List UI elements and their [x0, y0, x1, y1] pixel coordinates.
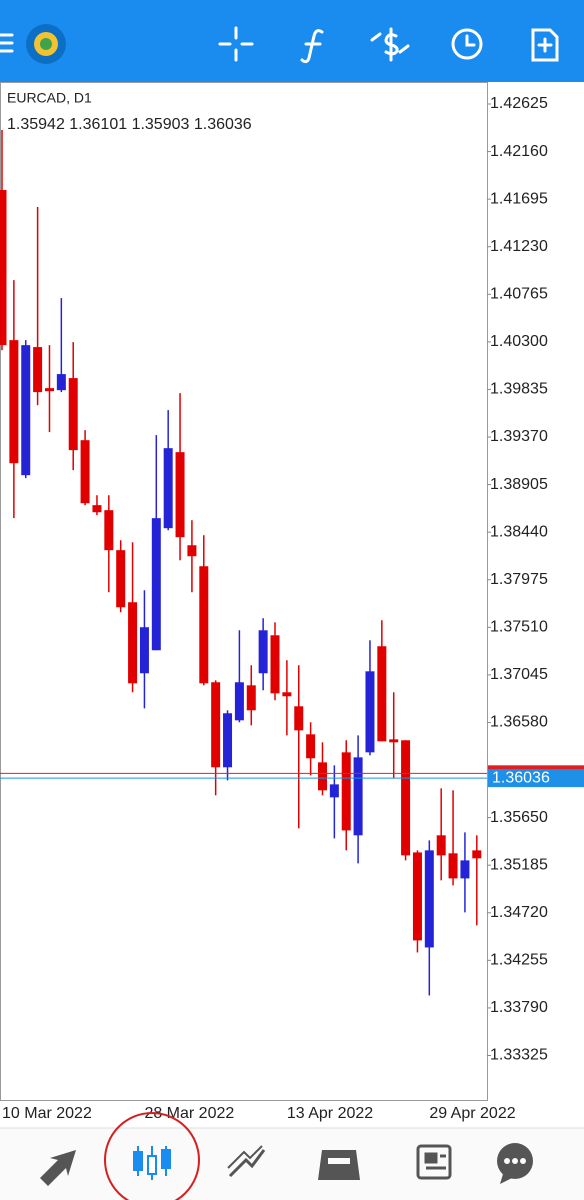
app-logo[interactable] [26, 24, 66, 64]
chat-tab[interactable] [497, 1143, 533, 1184]
candle-body [0, 190, 7, 346]
trade-tab[interactable] [227, 1145, 266, 1178]
y-tick-label: 1.35185 [490, 856, 548, 873]
candle-body [424, 850, 434, 948]
y-tick-label: 1.34255 [490, 952, 548, 969]
candle-body [187, 545, 197, 557]
crosshair-button[interactable] [218, 26, 254, 62]
top-bar [0, 0, 584, 82]
candle-body [163, 448, 173, 529]
candle-body [389, 739, 399, 743]
candle-body [329, 784, 339, 798]
candle-body [223, 713, 233, 768]
candle-body [436, 835, 446, 856]
candle-body [401, 740, 411, 856]
candle-body [68, 378, 78, 451]
candle-body [139, 627, 149, 674]
candle-body [341, 752, 351, 831]
candle-body [56, 374, 66, 391]
candle-body [353, 757, 363, 836]
candle-body [306, 734, 316, 759]
y-tick-label: 1.40765 [490, 286, 548, 303]
y-tick-label: 1.41695 [490, 190, 548, 207]
candle-body [151, 518, 161, 651]
candle-body [294, 706, 304, 731]
y-tick-label: 1.33790 [490, 999, 548, 1016]
y-tick-label: 1.40300 [490, 333, 548, 350]
news-tab[interactable] [416, 1144, 452, 1180]
candle-body [92, 505, 102, 513]
y-tick-label: 1.39835 [490, 381, 548, 398]
candle-body [116, 550, 126, 608]
history-tab[interactable] [318, 1150, 360, 1180]
candle-body [365, 671, 375, 753]
candle-body [21, 345, 31, 476]
x-tick-label: 29 Apr 2022 [429, 1105, 515, 1122]
candle-body [472, 850, 482, 859]
y-tick-label: 1.36580 [490, 714, 548, 731]
bid-label-box [488, 769, 584, 788]
x-tick-label: 13 Apr 2022 [287, 1105, 373, 1122]
candle-body [282, 692, 292, 697]
candle-body [317, 762, 327, 791]
y-tick-label: 1.34720 [490, 904, 548, 921]
y-tick-label: 1.42625 [490, 95, 548, 112]
candle-body [234, 682, 244, 721]
quotes-tab[interactable] [40, 1150, 76, 1186]
bottom-bar [0, 1128, 584, 1200]
y-tick-label: 1.41230 [490, 238, 548, 255]
trade-button[interactable] [370, 27, 410, 62]
candle-body [80, 440, 90, 504]
candle-body [270, 635, 280, 694]
bid-label: 1.36036 [492, 769, 550, 786]
new-order-button[interactable] [531, 28, 559, 62]
y-tick-label: 1.38440 [490, 523, 548, 540]
candle-body [460, 860, 470, 879]
candle-body [258, 630, 268, 674]
ohlc-label: 1.35942 1.36101 1.35903 1.36036 [7, 116, 252, 133]
y-tick-label: 1.37975 [490, 571, 548, 588]
x-tick-label: 10 Mar 2022 [2, 1105, 92, 1122]
candle-body [104, 510, 114, 551]
candle-body [33, 347, 43, 393]
candle-body [246, 685, 256, 711]
candle-body [9, 340, 19, 464]
y-tick-label: 1.42160 [490, 143, 548, 160]
candle-body [175, 452, 185, 538]
candle-body [128, 602, 138, 684]
candle-body [377, 646, 387, 742]
menu-button[interactable] [0, 33, 14, 53]
y-tick-label: 1.33325 [490, 1047, 548, 1064]
candle-body [44, 388, 54, 392]
candle-body [211, 682, 221, 768]
chart-tab[interactable] [133, 1146, 171, 1180]
y-tick-label: 1.39370 [490, 428, 548, 445]
candle-body [448, 853, 458, 879]
candle-body [412, 852, 422, 941]
y-tick-label: 1.38905 [490, 476, 548, 493]
y-tick-label: 1.35650 [490, 809, 548, 826]
y-tick-label: 1.37510 [490, 619, 548, 636]
candle-body [199, 566, 209, 684]
x-tick-label: 28 Mar 2022 [144, 1105, 234, 1122]
indicators-button[interactable] [300, 29, 324, 64]
chart-frame [0, 82, 488, 1101]
y-tick-label: 1.37045 [490, 666, 548, 683]
highlight-circle [104, 1112, 200, 1200]
period-button[interactable] [451, 28, 483, 60]
symbol-label: EURCAD, D1 [7, 90, 92, 106]
